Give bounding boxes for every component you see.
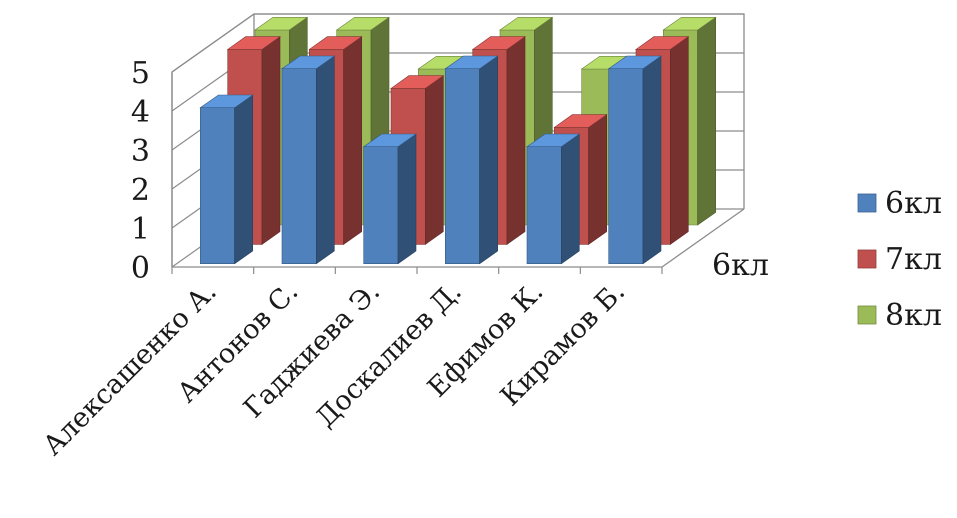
depth-axis-label: 6кл — [712, 248, 769, 283]
axes — [171, 72, 745, 274]
y-tick-label: 0 — [131, 251, 150, 286]
bar-side — [343, 36, 363, 245]
bar — [526, 133, 581, 265]
bar-top — [607, 55, 662, 69]
bar-side — [479, 55, 499, 265]
bar-top — [662, 16, 717, 31]
bar-top — [444, 55, 499, 69]
bar-side — [315, 55, 335, 265]
legend: 6кл 7кл 8кл — [857, 186, 942, 333]
bar-side — [261, 36, 281, 245]
bar-front — [200, 107, 235, 265]
category-labels: Алексашенко А.Антонов С.Гаджиева Э.Доска… — [37, 276, 631, 462]
bar-front — [608, 68, 644, 265]
bar-top — [526, 133, 581, 147]
legend-label: 6кл — [885, 186, 942, 221]
bar-top — [390, 75, 445, 89]
bar-top — [362, 133, 417, 147]
bar — [199, 94, 254, 265]
y-tick-label: 5 — [131, 56, 150, 91]
bar-top — [635, 36, 690, 50]
bar-side — [642, 55, 662, 265]
y-tick-label: 1 — [131, 212, 150, 247]
y-tick-label: 3 — [131, 134, 150, 169]
bar-front — [363, 146, 399, 265]
y-tick-label: 4 — [131, 95, 150, 130]
y-tick-label: 2 — [131, 173, 150, 208]
bar-front — [444, 68, 480, 265]
legend-swatch — [857, 193, 877, 213]
bar-top — [226, 36, 281, 50]
bar — [362, 133, 417, 265]
legend-label: 7кл — [885, 242, 942, 277]
bar-top — [254, 16, 309, 31]
bar-top — [499, 16, 554, 31]
legend-swatch — [857, 249, 877, 269]
y-axis-ticks: 0 1 2 3 4 5 — [131, 56, 150, 286]
bar-top — [335, 16, 390, 31]
bar-side — [588, 114, 608, 245]
bar-side — [560, 133, 580, 265]
legend-label: 8кл — [885, 298, 942, 333]
bar — [607, 55, 662, 265]
bar-top — [199, 94, 254, 108]
bar-top — [281, 55, 336, 69]
bar-side — [697, 16, 717, 226]
bar-side — [397, 133, 417, 265]
bar-side — [669, 36, 689, 245]
bar — [444, 55, 499, 265]
bar-front — [526, 146, 562, 265]
bar-side — [424, 75, 444, 245]
bar-top — [553, 114, 608, 128]
bar — [281, 55, 336, 265]
gridline — [171, 13, 744, 73]
bar-top — [471, 36, 526, 50]
legend-swatch — [857, 305, 877, 325]
bar-side — [234, 94, 253, 265]
bar-side — [506, 36, 526, 245]
bars — [199, 16, 717, 265]
category-label: Доскалиев Д. — [310, 276, 468, 434]
bar-top — [308, 36, 363, 50]
bar-front — [281, 68, 317, 265]
